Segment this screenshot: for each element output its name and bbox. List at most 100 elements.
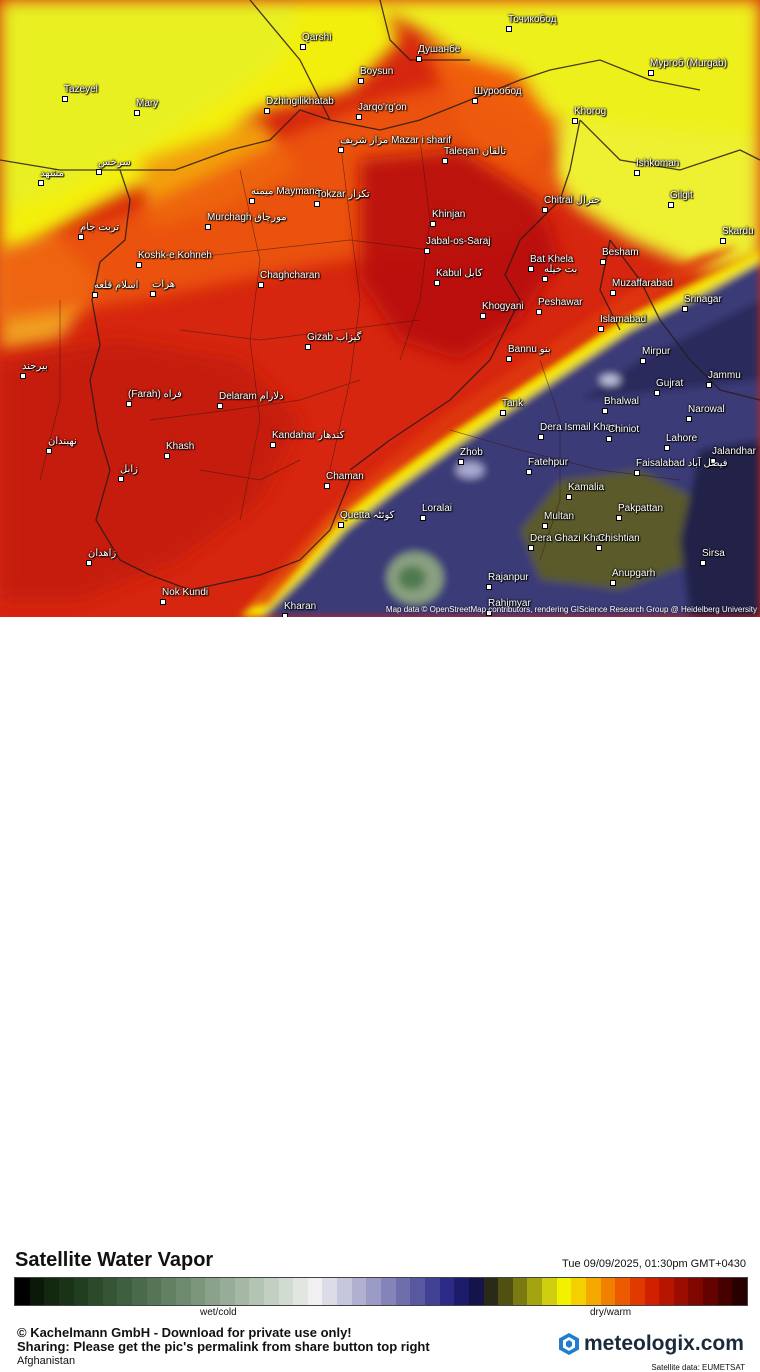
city-label: Bhalwal — [604, 396, 640, 407]
color-scale-step — [717, 1278, 733, 1305]
city-marker — [700, 560, 706, 566]
city-label: Pakpattan — [618, 503, 664, 514]
color-scale-step — [278, 1278, 294, 1305]
color-scale-step — [673, 1278, 689, 1305]
color-scale-step — [600, 1278, 616, 1305]
city-marker — [160, 599, 166, 605]
color-scale-step — [249, 1278, 264, 1305]
product-title: Satellite Water Vapor — [15, 1249, 214, 1271]
city-marker — [416, 56, 422, 62]
city-label: Ishkoman — [636, 158, 680, 169]
city-marker — [610, 580, 616, 586]
color-scale-step — [205, 1278, 220, 1305]
brand-logo[interactable]: meteologix.com — [558, 1332, 744, 1356]
color-scale-step — [161, 1278, 177, 1305]
city-label: Khinjan — [432, 209, 466, 220]
city-label: Mirpur — [642, 346, 671, 357]
city-label: Quetta کوئٹہ — [340, 510, 395, 521]
color-scale-step — [293, 1278, 308, 1305]
city-label: Fatehpur — [528, 457, 569, 468]
city-marker — [430, 221, 436, 227]
sharing-notice: Sharing: Please get the pic's permalink … — [17, 1339, 430, 1354]
city-marker — [634, 470, 640, 476]
city-label: مشهد — [40, 168, 65, 179]
color-scale-step — [58, 1278, 74, 1305]
city-marker — [86, 560, 92, 566]
city-marker — [486, 584, 492, 590]
city-label: Chaman — [326, 471, 364, 482]
city-label: Murchagh مورچاق — [207, 212, 287, 223]
legend-footer: Satellite Water Vapor Tue 09/09/2025, 01… — [0, 617, 760, 1372]
city-marker — [356, 114, 362, 120]
city-label: Koshk-e Kohneh — [138, 250, 212, 261]
city-label: Dzhingilikhatab — [266, 96, 334, 107]
city-label: Шурообод — [474, 86, 522, 97]
city-label: بت خيله — [544, 264, 578, 275]
scale-label-dry: dry/warm — [590, 1307, 632, 1318]
color-scale-step — [146, 1278, 162, 1305]
color-scale-step — [527, 1278, 543, 1305]
city-label: Boysun — [360, 66, 394, 77]
color-scale-step — [234, 1278, 250, 1305]
city-label: Kharan — [284, 601, 317, 612]
city-label: Besham — [602, 247, 639, 258]
city-marker — [542, 276, 548, 282]
city-marker — [282, 613, 288, 617]
city-marker — [682, 306, 688, 312]
city-label: Точикобод — [508, 14, 557, 25]
city-label: Mary — [136, 98, 159, 109]
meteologix-logo-icon — [559, 1333, 579, 1355]
color-scale-step — [571, 1278, 586, 1305]
city-marker — [264, 108, 270, 114]
city-marker — [526, 469, 532, 475]
city-label: نهبندان — [48, 436, 77, 447]
city-label: Loralai — [422, 503, 453, 514]
color-scale-step — [366, 1278, 382, 1305]
color-scale-step — [44, 1278, 59, 1305]
city-label: Kabul كابل — [436, 268, 483, 279]
satellite-data-credit: Satellite data: EUMETSAT — [651, 1363, 745, 1372]
city-marker — [424, 248, 430, 254]
satellite-map[interactable]: Qarshi Душанбе Точикобод Мургоб (Murgab) Taz… — [0, 0, 760, 617]
color-scale-step — [351, 1278, 367, 1305]
city-label: Zhob — [460, 447, 483, 458]
city-label: اسلام قلعه — [94, 280, 139, 291]
color-scale-step — [732, 1278, 748, 1305]
city-marker — [610, 290, 616, 296]
city-marker — [706, 382, 712, 388]
city-label: Skardu — [722, 226, 754, 237]
city-label: Dera Ghazi Khan — [530, 533, 607, 544]
scale-label-wet: wet/cold — [200, 1307, 237, 1318]
city-label: Faisalabad فیصل آباد — [636, 458, 728, 469]
city-marker — [338, 522, 344, 528]
city-label: Jabal-os-Saraj — [426, 236, 491, 247]
city-marker — [20, 373, 26, 379]
city-label: Chaghcharan — [260, 270, 321, 281]
city-label: Chishtian — [598, 533, 640, 544]
city-label: مزار شریف Mazar i sharif — [340, 135, 452, 146]
city-marker — [600, 259, 606, 265]
city-label: Rajanpur — [488, 572, 529, 583]
color-scale-step — [190, 1278, 206, 1305]
city-label: Kamalia — [568, 482, 605, 493]
color-scale-step — [644, 1278, 660, 1305]
city-label: Delaram دلارام — [219, 391, 284, 402]
color-scale-step — [29, 1278, 45, 1305]
color-scale-step — [176, 1278, 191, 1305]
color-scale-step — [703, 1278, 718, 1305]
color-scale-step — [410, 1278, 425, 1305]
city-marker — [566, 494, 572, 500]
city-label: زاهدان — [88, 548, 117, 559]
city-label: Jarqo'rg'on — [358, 102, 407, 113]
color-scale-step — [615, 1278, 630, 1305]
color-scale-step — [15, 1278, 30, 1305]
city-marker — [150, 291, 156, 297]
color-scale-step — [263, 1278, 279, 1305]
city-marker — [654, 390, 660, 396]
color-scale-step — [498, 1278, 513, 1305]
city-label: Dera Ismail Khan — [540, 422, 617, 433]
city-marker — [434, 280, 440, 286]
city-marker — [542, 207, 548, 213]
city-marker — [217, 403, 223, 409]
city-marker — [164, 453, 170, 459]
